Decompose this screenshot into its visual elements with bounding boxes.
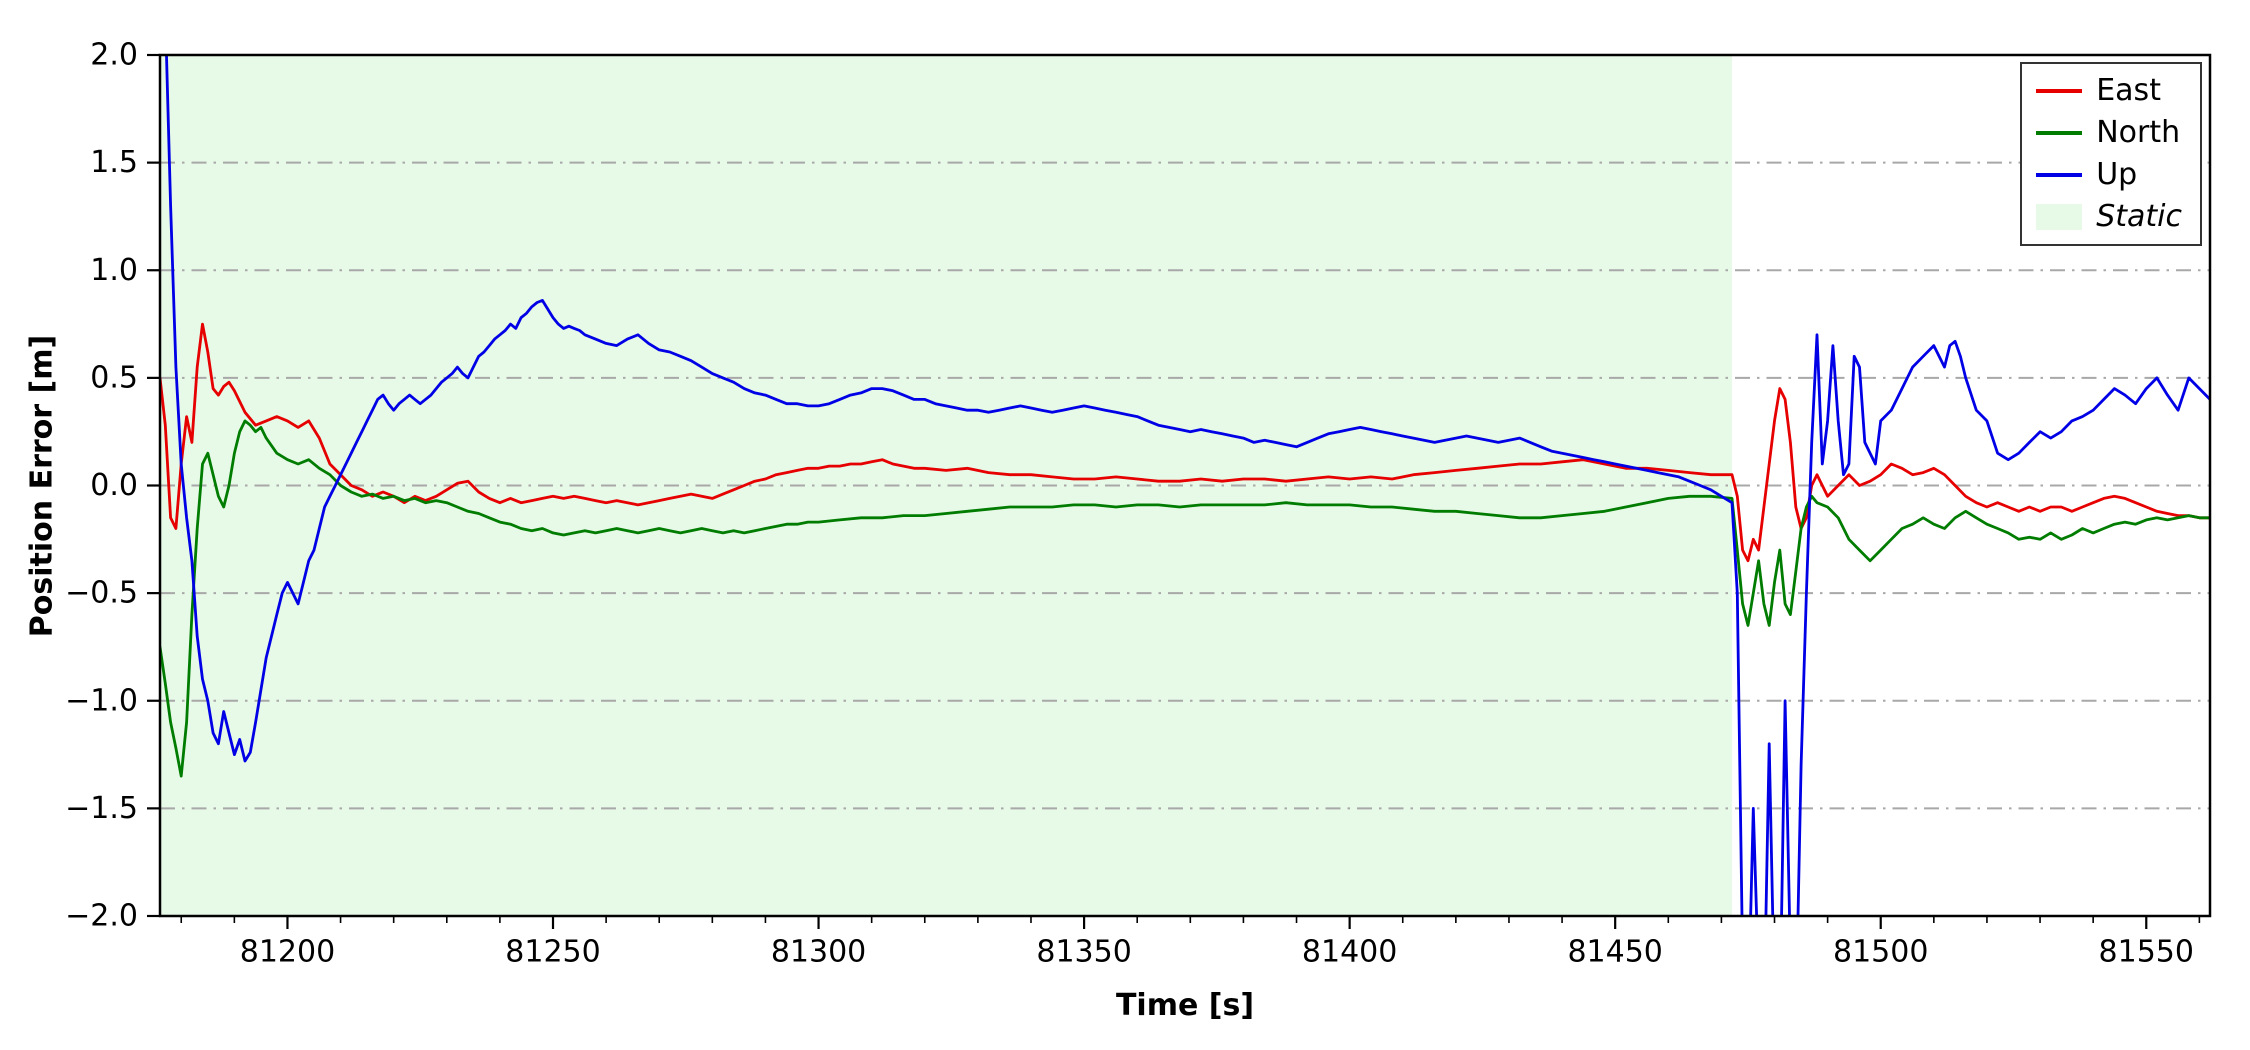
legend-item-east: East <box>2036 72 2182 110</box>
x-axis-label: Time [s] <box>1115 988 1255 1023</box>
x-tick-label: 81250 <box>505 935 600 970</box>
legend-item-north: North <box>2036 114 2182 152</box>
legend-label: North <box>2096 115 2181 150</box>
y-tick-label: −2.0 <box>65 899 138 934</box>
legend-item-static: Static <box>2036 198 2182 236</box>
legend-label: Static <box>2096 199 2182 234</box>
y-tick-label: −1.0 <box>65 683 138 718</box>
y-tick-label: 0.0 <box>90 468 138 503</box>
x-tick-label: 81200 <box>240 935 335 970</box>
x-tick-label: 81400 <box>1302 935 1397 970</box>
legend-label: Up <box>2096 157 2138 192</box>
series-line-north <box>160 419 2210 778</box>
y-tick-label: 1.5 <box>90 145 138 180</box>
legend-line-swatch <box>2036 173 2083 177</box>
y-axis-label: Position Error [m] <box>24 334 60 638</box>
series-line-up <box>165 55 2210 916</box>
y-tick-label: 0.5 <box>90 360 138 395</box>
legend-label: East <box>2096 73 2161 108</box>
x-tick-label: 81350 <box>1036 935 1131 970</box>
legend-line-swatch <box>2036 131 2083 135</box>
y-tick-label: 2.0 <box>90 38 138 73</box>
legend: East North Up Static <box>2020 62 2202 246</box>
x-tick-label: 81500 <box>1833 935 1928 970</box>
legend-line-swatch <box>2036 89 2083 93</box>
y-tick-label: −1.5 <box>65 791 138 826</box>
x-tick-label: 81450 <box>1567 935 1662 970</box>
y-tick-label: 1.0 <box>90 253 138 288</box>
x-tick-label: 81300 <box>771 935 866 970</box>
legend-item-up: Up <box>2036 156 2182 194</box>
series-line-east <box>160 322 2210 563</box>
legend-patch-swatch <box>2036 204 2083 230</box>
x-tick-label: 81550 <box>2099 935 2194 970</box>
y-tick-label: −0.5 <box>65 576 138 611</box>
